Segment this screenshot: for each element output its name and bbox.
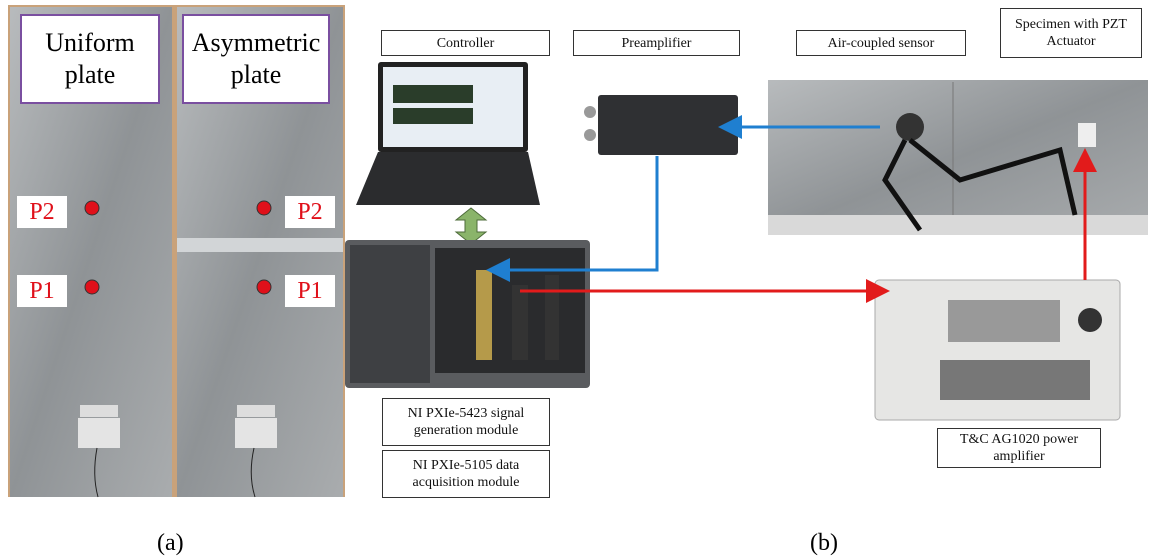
caption: (b) (810, 530, 838, 557)
preamplifier-photo (584, 95, 738, 155)
green-double-arrow (456, 208, 486, 244)
point-label: P2 (17, 196, 67, 228)
figure: Uniform plate Asymmetric plate P2 P1 P2 … (0, 0, 1152, 559)
power-amplifier-photo (875, 280, 1120, 420)
label-box: NI PXIe-5105 data acquisition module (382, 450, 550, 498)
plate-label: Uniform plate (20, 14, 160, 104)
point-label: P1 (285, 275, 335, 307)
point-label: P2 (285, 196, 335, 228)
label-box: Controller (381, 30, 550, 56)
laptop (356, 62, 540, 205)
label-box: T&C AG1020 power amplifier (937, 428, 1101, 468)
pxi-chassis (345, 240, 590, 388)
graphics (0, 0, 1152, 559)
caption: (a) (157, 530, 184, 557)
specimen-photo (768, 80, 1148, 235)
label-box: NI PXIe-5423 signal generation module (382, 398, 550, 446)
label-box: Preamplifier (573, 30, 740, 56)
plate-label: Asymmetric plate (182, 14, 330, 104)
label-box: Air-coupled sensor (796, 30, 966, 56)
point-label: P1 (17, 275, 67, 307)
label-box: Specimen with PZT Actuator (1000, 8, 1142, 58)
